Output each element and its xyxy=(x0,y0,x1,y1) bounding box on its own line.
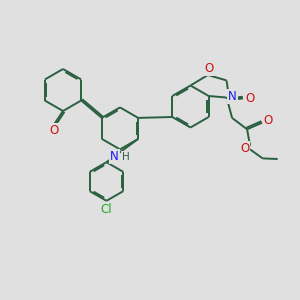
Text: O: O xyxy=(263,114,273,127)
Text: O: O xyxy=(205,62,214,75)
Text: O: O xyxy=(245,92,254,105)
Text: O: O xyxy=(240,142,249,155)
Text: O: O xyxy=(49,124,58,137)
Text: H: H xyxy=(122,152,129,162)
Text: N: N xyxy=(110,150,119,164)
Text: N: N xyxy=(228,90,237,104)
Text: Cl: Cl xyxy=(101,203,112,216)
